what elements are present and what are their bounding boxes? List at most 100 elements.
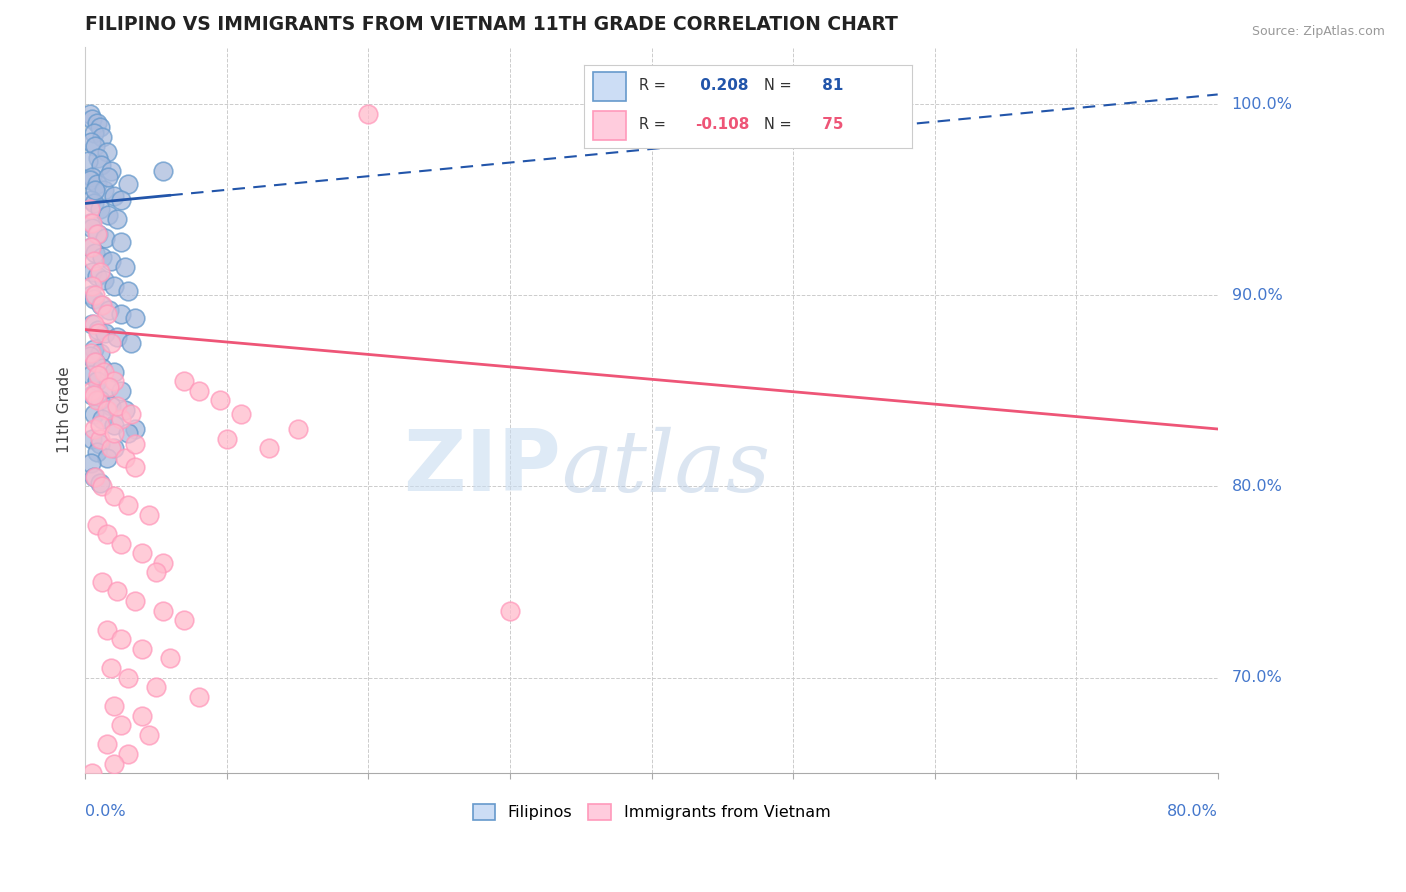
Point <box>100 335 122 350</box>
Point <box>91 479 114 493</box>
Point <box>91 574 114 589</box>
Point <box>173 374 195 388</box>
Point <box>117 425 139 440</box>
Point <box>80 193 103 207</box>
Point <box>96 450 118 465</box>
Point <box>117 747 139 761</box>
Point <box>89 345 111 359</box>
Point <box>93 273 115 287</box>
Point <box>100 399 122 413</box>
Point <box>100 253 122 268</box>
Point <box>82 169 104 184</box>
Point <box>229 407 252 421</box>
Point <box>86 116 108 130</box>
Point <box>94 231 117 245</box>
Point <box>103 699 125 714</box>
Point <box>82 766 104 780</box>
Point <box>89 265 111 279</box>
Point <box>79 202 101 216</box>
Point <box>91 298 114 312</box>
Point <box>80 288 103 302</box>
Point <box>259 441 281 455</box>
Text: Source: ZipAtlas.com: Source: ZipAtlas.com <box>1251 25 1385 38</box>
Point <box>83 342 105 356</box>
Point <box>91 412 114 426</box>
Point <box>110 632 132 647</box>
Text: FILIPINO VS IMMIGRANTS FROM VIETNAM 11TH GRADE CORRELATION CHART: FILIPINO VS IMMIGRANTS FROM VIETNAM 11TH… <box>86 15 898 34</box>
Text: 0.0%: 0.0% <box>86 804 127 819</box>
Point <box>124 594 146 608</box>
Point <box>187 690 209 704</box>
Point <box>110 235 132 249</box>
Point <box>87 368 110 383</box>
Point <box>82 265 104 279</box>
Point <box>103 278 125 293</box>
Point <box>152 604 174 618</box>
Point <box>82 112 104 127</box>
Point <box>86 227 108 241</box>
Point <box>86 393 108 408</box>
Point <box>208 393 231 408</box>
Point <box>86 374 108 388</box>
Point <box>117 178 139 192</box>
Text: atlas: atlas <box>561 426 770 509</box>
Point <box>96 527 118 541</box>
Point <box>103 489 125 503</box>
Point <box>145 566 167 580</box>
Point <box>91 129 114 144</box>
Point <box>82 387 104 401</box>
Point <box>86 178 108 192</box>
Point <box>83 470 105 484</box>
Point <box>110 718 132 732</box>
Point <box>96 403 118 417</box>
Text: 80.0%: 80.0% <box>1167 804 1218 819</box>
Point <box>82 221 104 235</box>
Point <box>105 399 128 413</box>
Point <box>80 345 103 359</box>
Point <box>145 680 167 694</box>
Point <box>91 360 114 375</box>
Point <box>103 188 125 202</box>
Point <box>87 322 110 336</box>
Point <box>82 384 104 398</box>
Point <box>97 208 120 222</box>
Point <box>117 671 139 685</box>
Point <box>120 407 142 421</box>
Point <box>80 240 103 254</box>
Point <box>103 365 125 379</box>
Point <box>159 651 181 665</box>
Text: 70.0%: 70.0% <box>1232 670 1282 685</box>
Point <box>79 349 101 363</box>
Point <box>86 268 108 283</box>
Point <box>83 407 105 421</box>
Point <box>83 387 105 401</box>
Point <box>84 355 107 369</box>
Legend: Filipinos, Immigrants from Vietnam: Filipinos, Immigrants from Vietnam <box>467 798 837 827</box>
Point <box>110 193 132 207</box>
Point <box>82 432 104 446</box>
Point <box>83 422 105 436</box>
Text: ZIP: ZIP <box>404 426 561 509</box>
Point <box>110 307 132 321</box>
Point <box>124 311 146 326</box>
Point <box>110 384 132 398</box>
Point <box>89 120 111 134</box>
Point <box>96 738 118 752</box>
Point <box>105 211 128 226</box>
Point <box>84 288 107 302</box>
Text: 80.0%: 80.0% <box>1232 479 1282 494</box>
Point <box>89 432 111 446</box>
Point <box>96 145 118 159</box>
Point <box>91 250 114 264</box>
Point <box>93 183 115 197</box>
Point <box>77 154 100 169</box>
Point <box>124 437 146 451</box>
Point <box>93 365 115 379</box>
Text: 100.0%: 100.0% <box>1232 96 1292 112</box>
Point <box>84 139 107 153</box>
Point <box>90 298 112 312</box>
Point <box>100 164 122 178</box>
Point <box>89 418 111 433</box>
Point <box>84 246 107 260</box>
Point <box>82 278 104 293</box>
